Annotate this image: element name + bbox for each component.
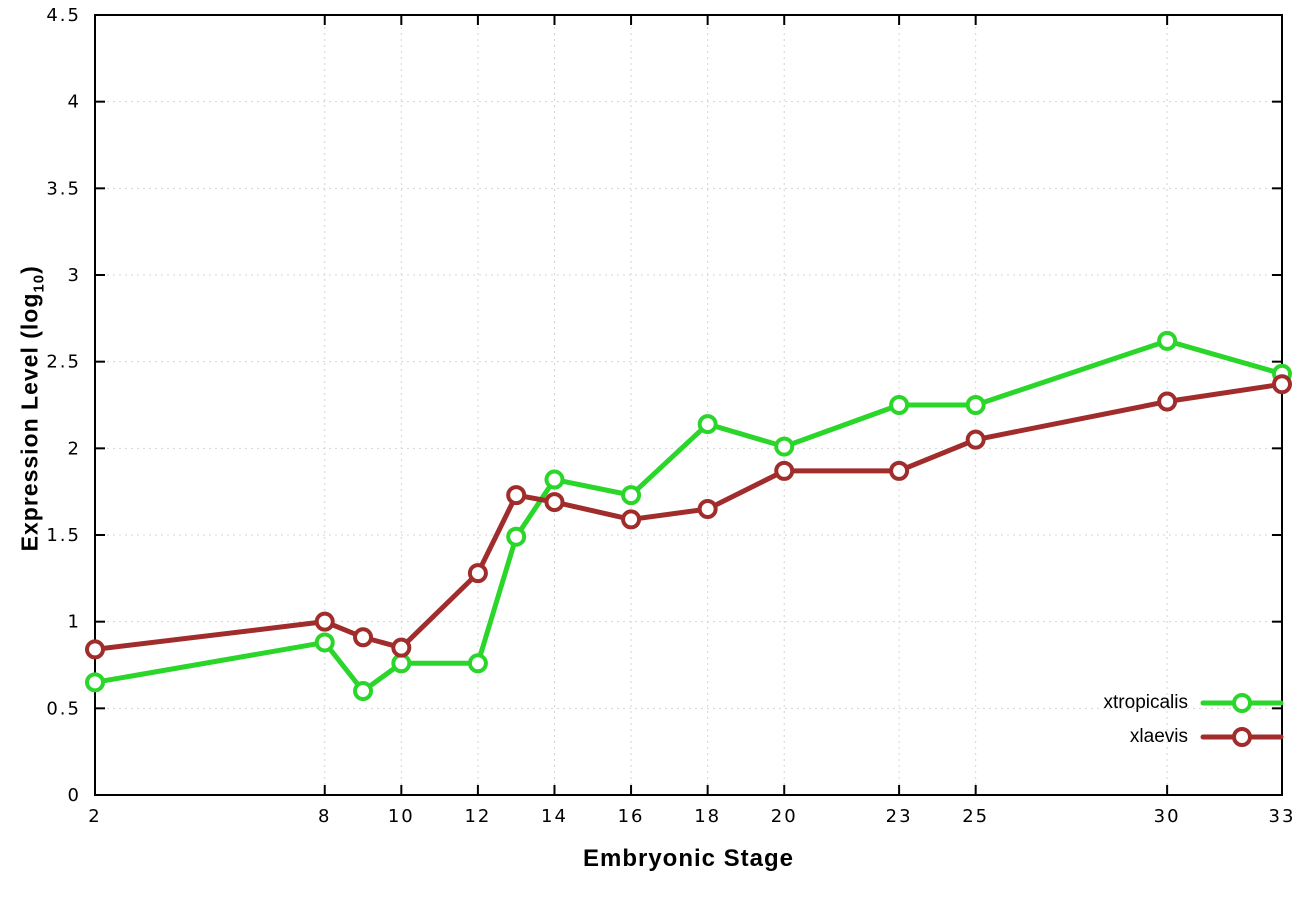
- y-axis-label-subscript: 10: [30, 273, 48, 293]
- data-point-xtropicalis: [889, 395, 910, 415]
- data-point-xlaevis: [965, 429, 986, 450]
- data-point-xtropicalis: [1157, 330, 1178, 351]
- y-tick-label: 4: [68, 92, 81, 113]
- y-tick-label: 0: [68, 785, 81, 806]
- y-axis-label-text: Expression Level (log: [16, 292, 43, 552]
- y-tick-label: 1.5: [46, 525, 81, 546]
- y-tick-label: 2: [68, 438, 81, 459]
- data-point-xtropicalis: [774, 436, 795, 457]
- x-tick-label: 20: [771, 806, 798, 827]
- y-tick-label: 1: [68, 612, 81, 633]
- y-tick-label: 4.5: [46, 5, 81, 26]
- data-point-xlaevis: [697, 499, 718, 519]
- data-point-xtropicalis: [314, 632, 335, 653]
- legend-sample-xtropicalis: [1200, 693, 1284, 713]
- data-point-xtropicalis: [506, 526, 527, 547]
- data-point-xtropicalis: [621, 485, 642, 506]
- y-axis-label: Expression Level (log10): [17, 208, 48, 608]
- data-point-xtropicalis: [467, 653, 488, 674]
- x-tick-label: 23: [886, 806, 913, 827]
- series-line-xlaevis: [92, 381, 1285, 652]
- data-point-xlaevis: [1157, 391, 1178, 412]
- x-tick-label: 16: [618, 806, 645, 827]
- series-line-xtropicalis: [92, 338, 1285, 694]
- data-point-xtropicalis: [697, 414, 718, 435]
- y-tick-label: 3: [68, 265, 81, 286]
- data-point-xlaevis: [506, 485, 527, 506]
- legend-label-xtropicalis: xtropicalis: [1103, 692, 1188, 713]
- y-tick-label: 0.5: [46, 698, 81, 719]
- y-tick-label: 3.5: [46, 178, 81, 199]
- x-tick-label: 8: [318, 806, 331, 827]
- x-tick-label: 2: [88, 806, 101, 827]
- x-tick-label: 33: [1269, 806, 1296, 827]
- data-point-xlaevis: [544, 492, 565, 513]
- x-tick-label: 25: [962, 806, 989, 827]
- plot-border: [94, 14, 1283, 796]
- legend-sample-xlaevis: [1200, 727, 1284, 747]
- x-tick-label: 12: [464, 806, 491, 827]
- x-tick-label: 14: [541, 806, 568, 827]
- y-tick-label: 2.5: [46, 352, 81, 373]
- data-point-xtropicalis: [353, 681, 374, 701]
- data-point-xlaevis: [314, 611, 335, 632]
- data-point-xlaevis: [391, 637, 412, 658]
- y-axis-label-close: ): [16, 265, 43, 274]
- legend: xtropicalis xlaevis: [1104, 686, 1284, 754]
- x-tick-label: 30: [1154, 806, 1181, 827]
- data-point-xlaevis: [1272, 374, 1292, 395]
- data-point-xlaevis: [353, 627, 374, 648]
- data-point-xtropicalis: [544, 469, 565, 490]
- data-point-xlaevis: [621, 509, 642, 530]
- data-point-xlaevis: [774, 460, 795, 481]
- legend-marker-xlaevis: [1232, 727, 1252, 747]
- legend-label-xlaevis: xlaevis: [1129, 726, 1188, 747]
- legend-marker-xtropicalis: [1232, 693, 1252, 713]
- data-point-xlaevis: [889, 460, 910, 481]
- x-tick-label: 10: [388, 806, 415, 827]
- x-axis-label: Embryonic Stage: [582, 845, 795, 872]
- legend-item-xtropicalis: xtropicalis: [1104, 686, 1284, 720]
- x-tick-label: 18: [694, 806, 721, 827]
- data-point-xlaevis: [85, 639, 105, 660]
- legend-item-xlaevis: xlaevis: [1104, 720, 1284, 754]
- data-point-xtropicalis: [965, 395, 986, 415]
- data-point-xtropicalis: [85, 672, 105, 693]
- data-point-xlaevis: [467, 563, 488, 584]
